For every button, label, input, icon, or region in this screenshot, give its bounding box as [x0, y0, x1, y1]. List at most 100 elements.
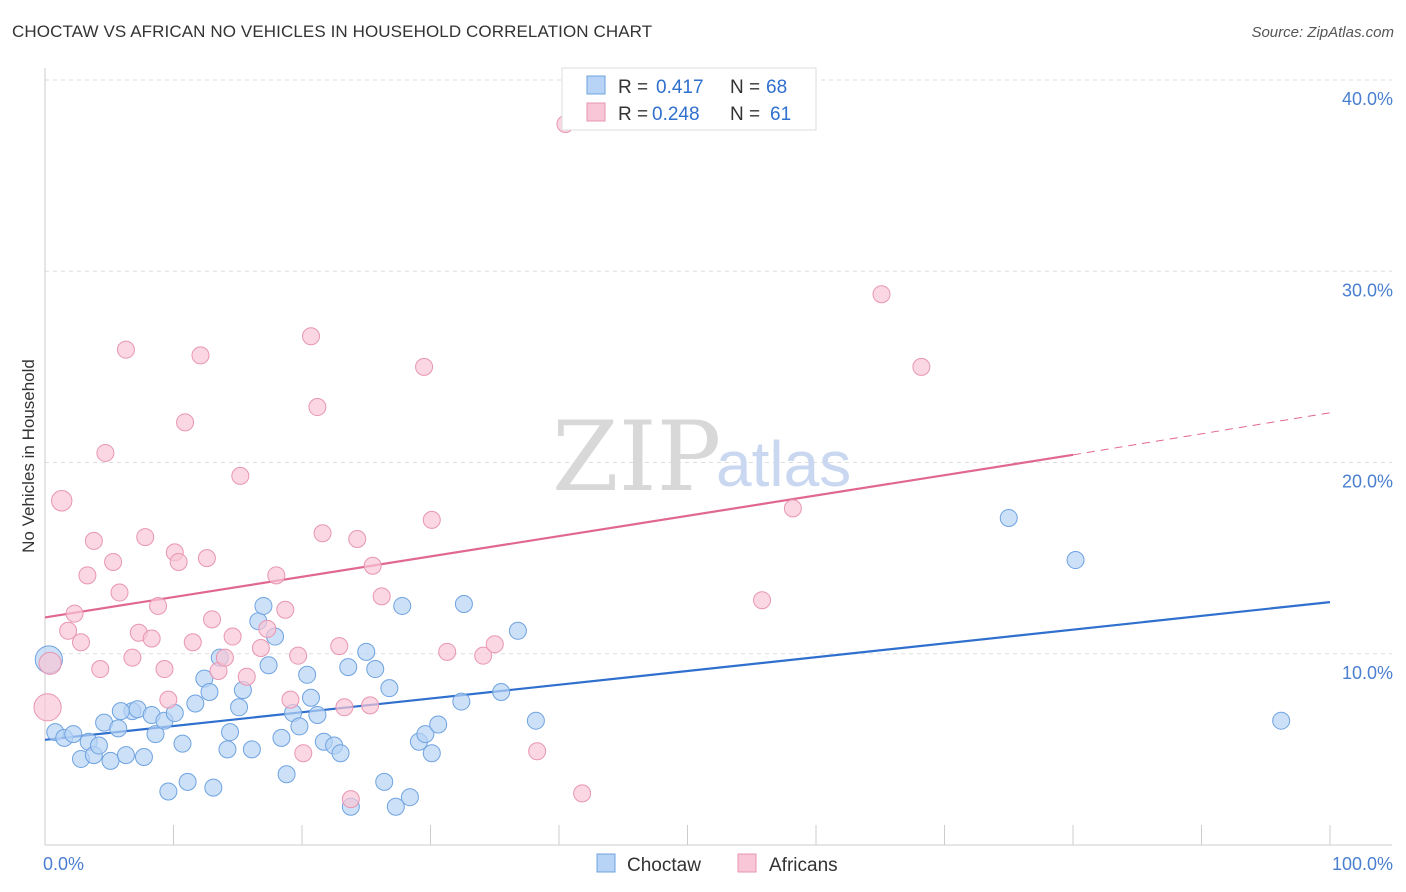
- point-africans: [474, 646, 493, 665]
- point-africans: [258, 619, 277, 638]
- point-africans: [528, 742, 547, 761]
- point-choctaw: [64, 725, 83, 744]
- legend-n-label: N =: [730, 104, 760, 125]
- legend-r-label: R =: [618, 104, 648, 125]
- point-africans: [215, 648, 234, 667]
- bottom-legend-swatch-africans: [737, 853, 757, 873]
- y-tick-label: 10.0%: [1342, 663, 1393, 683]
- point-choctaw: [999, 508, 1018, 527]
- point-africans: [341, 790, 360, 809]
- point-africans: [231, 466, 250, 485]
- point-choctaw: [200, 683, 219, 701]
- point-choctaw: [429, 715, 448, 734]
- point-africans: [313, 524, 332, 543]
- point-choctaw: [277, 765, 296, 784]
- point-africans: [59, 621, 78, 640]
- legend: R = 0.417 N = 68 R = 0.248 N = 61: [561, 67, 817, 131]
- point-africans: [84, 531, 103, 550]
- point-choctaw: [308, 705, 327, 724]
- chart-title: CHOCTAW VS AFRICAN NO VEHICLES IN HOUSEH…: [12, 22, 653, 41]
- point-africans: [753, 591, 772, 610]
- bottom-legend-swatch-choctaw: [596, 853, 616, 873]
- point-africans: [51, 490, 73, 512]
- point-africans: [191, 346, 210, 365]
- point-africans: [301, 327, 320, 346]
- x-tick-label: 0.0%: [43, 854, 84, 874]
- point-africans: [422, 510, 441, 529]
- point-choctaw: [301, 688, 320, 707]
- point-africans: [38, 651, 62, 675]
- point-choctaw: [116, 746, 135, 765]
- point-choctaw: [89, 736, 108, 755]
- point-africans: [155, 660, 174, 679]
- point-africans: [197, 549, 216, 568]
- point-africans: [96, 443, 115, 462]
- point-choctaw: [298, 665, 317, 684]
- point-africans: [573, 784, 592, 803]
- point-choctaw: [146, 725, 165, 744]
- y-tick-label: 40.0%: [1342, 89, 1393, 109]
- point-choctaw: [386, 797, 405, 816]
- point-choctaw: [221, 723, 240, 742]
- point-choctaw: [218, 740, 237, 759]
- source-label: Source: ZipAtlas.com: [1251, 24, 1394, 41]
- point-choctaw: [186, 694, 205, 713]
- point-choctaw: [492, 683, 511, 701]
- point-africans: [136, 528, 155, 547]
- point-choctaw: [422, 744, 441, 763]
- point-choctaw: [366, 660, 385, 679]
- point-africans: [330, 637, 349, 656]
- legend-swatch-africans: [586, 102, 606, 122]
- point-africans: [176, 413, 195, 432]
- point-africans: [65, 604, 84, 623]
- point-africans: [110, 583, 129, 602]
- point-choctaw: [272, 728, 291, 747]
- point-choctaw: [380, 679, 399, 698]
- point-choctaw: [178, 772, 197, 791]
- point-choctaw: [357, 642, 376, 661]
- grid-lines: [45, 79, 1392, 655]
- point-africans: [348, 530, 367, 548]
- point-choctaw: [526, 711, 545, 730]
- point-choctaw: [400, 788, 419, 807]
- point-africans: [223, 627, 242, 646]
- point-choctaw: [290, 717, 309, 736]
- point-africans: [363, 556, 382, 575]
- point-africans: [237, 667, 256, 686]
- point-africans: [438, 642, 457, 661]
- legend-r-value: 0.248: [652, 104, 700, 125]
- point-choctaw: [111, 702, 130, 721]
- watermark: ZIP atlas: [552, 401, 851, 513]
- legend-swatch-choctaw: [586, 75, 606, 95]
- point-africans: [361, 696, 380, 715]
- point-africans: [294, 744, 313, 763]
- trend-line-extension-africans: [1072, 412, 1331, 456]
- legend-r-label: R =: [618, 77, 648, 98]
- point-choctaw: [375, 772, 394, 791]
- point-choctaw: [339, 658, 358, 677]
- point-africans: [149, 596, 168, 615]
- legend-r-value: 0.417: [656, 77, 704, 98]
- point-choctaw: [416, 725, 435, 744]
- point-africans: [289, 646, 308, 665]
- legend-n-label: N =: [730, 77, 760, 98]
- point-choctaw: [109, 719, 128, 738]
- point-choctaw: [508, 621, 527, 640]
- point-africans: [159, 690, 178, 709]
- point-africans: [91, 660, 110, 679]
- point-choctaw: [159, 782, 178, 801]
- legend-n-value: 61: [770, 104, 791, 125]
- point-africans: [123, 648, 142, 667]
- point-africans: [308, 398, 327, 417]
- point-africans: [415, 357, 434, 376]
- bottom-legend: Choctaw Africans: [596, 853, 838, 876]
- point-africans: [912, 357, 931, 376]
- x-tick-label: 100.0%: [1332, 854, 1393, 874]
- point-africans: [71, 633, 90, 652]
- point-choctaw: [331, 744, 350, 763]
- point-choctaw: [134, 748, 153, 767]
- point-choctaw: [173, 734, 192, 753]
- trend-line-choctaw: [44, 601, 1331, 741]
- point-africans: [251, 639, 270, 658]
